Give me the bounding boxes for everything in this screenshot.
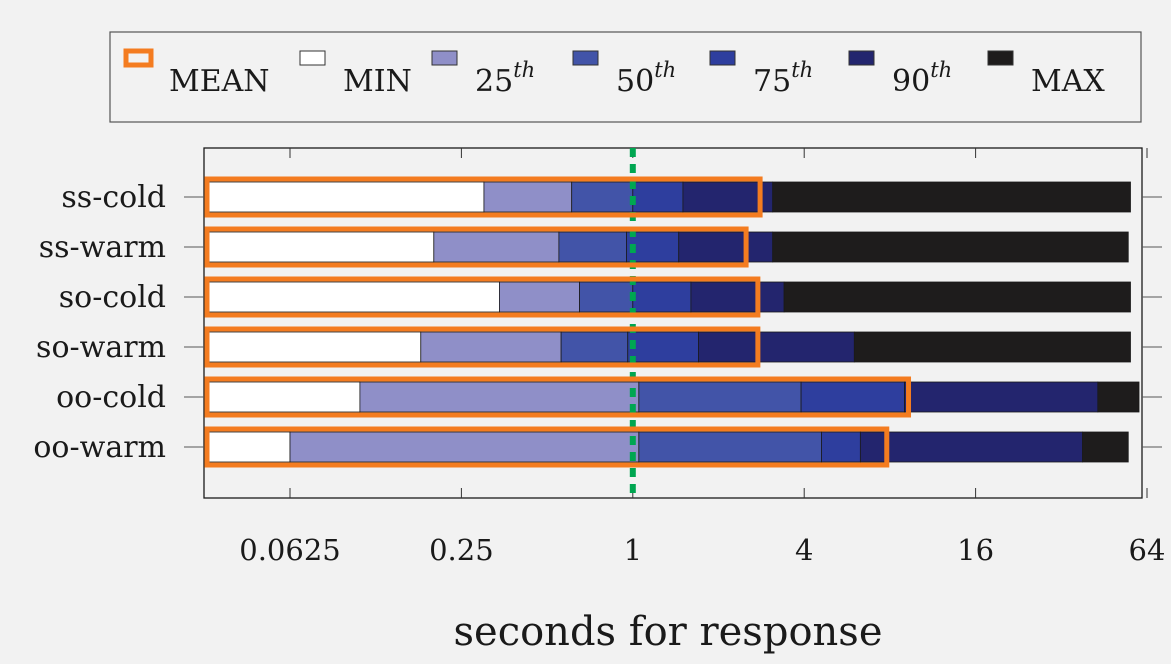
legend-label-p50: 50th — [616, 58, 676, 99]
mean-marker — [204, 376, 912, 418]
legend-label-mean: MEAN — [169, 64, 270, 99]
x-tick-label: 4 — [795, 533, 813, 567]
plot-area: 0.0625 0.25 1 4 16 64 ss-cold ss-warm so-cold so-… — [33, 147, 1166, 567]
bar-segment-min — [206, 231, 435, 263]
bar-segment-max — [1097, 381, 1140, 413]
y-category-label: oo-warm — [33, 430, 166, 465]
mean-marker — [204, 176, 763, 218]
bar-segment-p75 — [800, 381, 905, 413]
x-tick-label: 1 — [624, 533, 642, 567]
bar-segment-p75 — [627, 331, 699, 363]
bar-segment-p25 — [420, 331, 562, 363]
legend-swatch-min — [299, 50, 326, 66]
bar-segment-p25 — [359, 381, 640, 413]
legend-swatch-p50 — [572, 50, 599, 66]
bar-segment-max — [772, 181, 1131, 213]
bar-segment-p50 — [638, 431, 822, 463]
bar-segment-max — [772, 231, 1129, 263]
bar-segment-max — [783, 281, 1131, 313]
x-tick-label: 0.25 — [429, 533, 494, 567]
bar-segment-p75 — [632, 281, 692, 313]
bar-segment-min — [206, 431, 291, 463]
x-axis-label: seconds for response — [454, 609, 883, 655]
bar-segment-p90 — [690, 281, 785, 313]
x-tick-label: 16 — [957, 533, 994, 567]
y-category-label: ss-warm — [39, 230, 166, 265]
mean-marker — [204, 276, 761, 318]
mean-marker — [204, 226, 749, 268]
legend-label-p75: 75th — [753, 58, 813, 99]
mean-marker — [204, 326, 761, 368]
legend-label-min: MIN — [343, 64, 412, 99]
bar-segment-max — [1082, 431, 1129, 463]
y-category-label: oo-cold — [56, 380, 166, 415]
legend-swatch-p25 — [431, 50, 458, 66]
legend-label-p90: 90th — [892, 58, 952, 99]
bar-segment-p50 — [560, 331, 629, 363]
x-tick-label: 64 — [1129, 533, 1166, 567]
bar-segment-min — [206, 331, 422, 363]
bar-segment-p90 — [678, 231, 774, 263]
legend-label-max: MAX — [1031, 64, 1105, 99]
bar-segment-min — [206, 181, 485, 213]
bar-segment-p75 — [632, 181, 684, 213]
x-tick-label: 0.0625 — [239, 533, 340, 567]
legend-swatch-p75 — [709, 50, 736, 66]
y-category-label: ss-cold — [61, 180, 166, 215]
bar-segment-p50 — [638, 381, 802, 413]
y-category-label: so-cold — [59, 280, 166, 315]
bar-segment-p50 — [579, 281, 634, 313]
bar-segment-min — [206, 281, 500, 313]
mean-marker — [204, 426, 890, 468]
legend-swatch-mean — [123, 48, 154, 68]
legend-label-p25: 25th — [475, 58, 535, 99]
bar-segment-max — [853, 331, 1131, 363]
bar-segment-p25 — [289, 431, 640, 463]
legend: MEAN MIN 25th 50th 75th 90th MAX — [109, 31, 1142, 123]
bar-segment-p90 — [859, 431, 1083, 463]
bar-segment-p50 — [558, 231, 627, 263]
bar-segment-p25 — [499, 281, 580, 313]
legend-swatch-max — [987, 50, 1014, 66]
bar-segment-p90 — [904, 381, 1099, 413]
legend-swatch-p90 — [848, 50, 875, 66]
bar-segment-p75 — [821, 431, 861, 463]
y-category-label: so-warm — [36, 330, 166, 365]
bar-segment-p50 — [571, 181, 634, 213]
bar-segment-p25 — [433, 231, 560, 263]
bar-segment-p90 — [698, 331, 855, 363]
bar-segment-p25 — [483, 181, 573, 213]
legend-frame — [109, 31, 1142, 123]
bar-segment-min — [206, 381, 361, 413]
